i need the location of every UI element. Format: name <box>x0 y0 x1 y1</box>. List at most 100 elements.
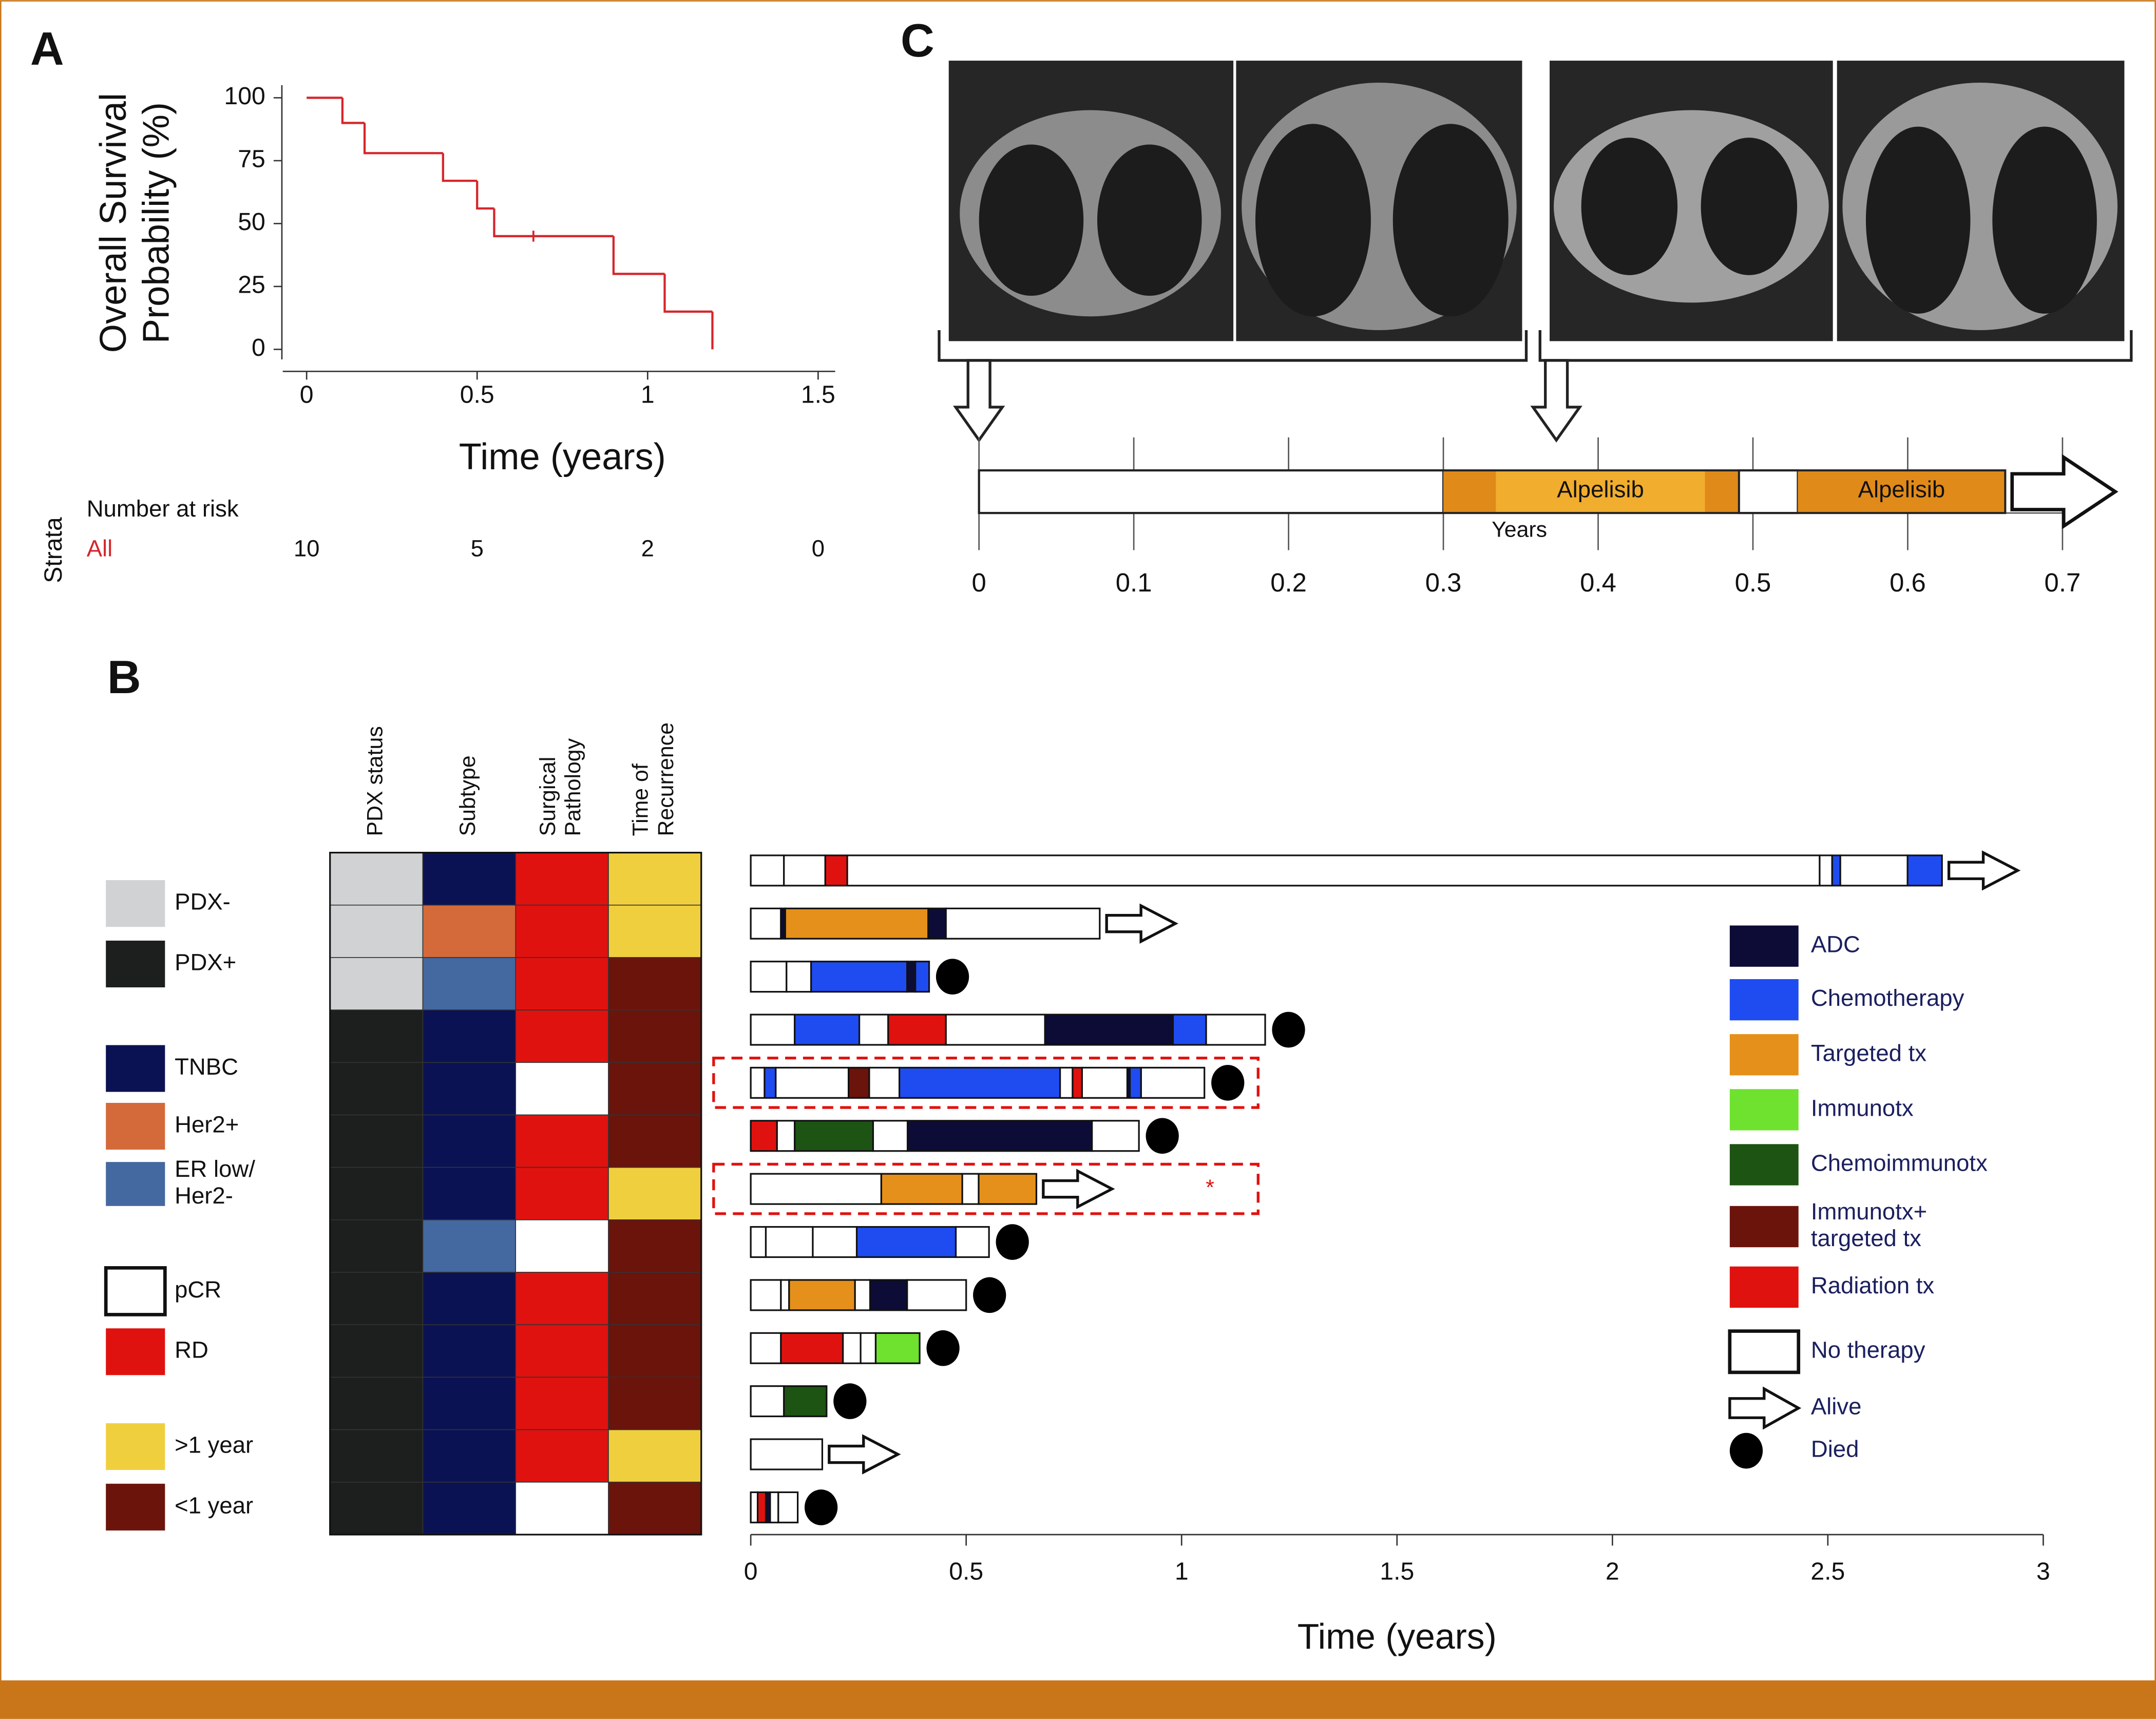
heatmap-cell <box>422 1009 517 1063</box>
outcome-alive <box>1042 1169 1115 1209</box>
y-tick-label: 50 <box>238 208 265 236</box>
heatmap-cell <box>515 1167 609 1220</box>
survival-step <box>341 98 365 124</box>
footer-band <box>0 1680 2156 1719</box>
therapy-segment <box>1044 1014 1174 1046</box>
x-tick-label: 1 <box>1175 1558 1189 1586</box>
therapy-segment <box>846 854 1821 887</box>
legend-swatch <box>106 1045 165 1092</box>
heatmap-cell <box>608 1272 702 1325</box>
therapy-segment <box>858 1014 889 1046</box>
heatmap-cell <box>329 1272 424 1325</box>
timeline-segment <box>1496 470 1705 513</box>
timeline-segment <box>1443 470 1496 513</box>
legend-swatch <box>106 1423 165 1470</box>
therapy-segment <box>750 1226 767 1258</box>
therapy-segment <box>750 1066 766 1099</box>
therapy-segment <box>765 1226 814 1258</box>
therapy-segment <box>978 1173 1038 1205</box>
heatmap-cell <box>608 1324 702 1378</box>
outcome-died <box>1146 1118 1179 1154</box>
legend-label: <1 year <box>175 1492 253 1518</box>
legend-swatch <box>1729 1089 1799 1131</box>
heatmap-cell <box>329 1481 424 1535</box>
therapy-segment <box>1205 1014 1266 1046</box>
therapy-segment <box>1129 1066 1142 1099</box>
heatmap-cell <box>329 1219 424 1273</box>
x-tick-label: 0.7 <box>2045 568 2081 597</box>
column-header: Time ofRecurrence <box>628 722 678 836</box>
legend-alive <box>1728 1386 1802 1430</box>
outcome-died <box>926 1330 960 1366</box>
therapy-segment <box>868 1066 901 1099</box>
therapy-segment <box>880 1173 963 1205</box>
therapy-segment <box>1831 854 1841 887</box>
therapy-segment <box>786 961 812 993</box>
timeline-segment <box>1705 470 1739 513</box>
y-axis-title: Overall Survival Probability (%) <box>93 93 177 353</box>
heatmap-cell <box>515 1429 609 1483</box>
therapy-segment <box>874 1332 921 1364</box>
heatmap-cell <box>608 1062 702 1116</box>
heatmap-cell <box>422 1272 517 1325</box>
heatmap-cell <box>515 852 609 906</box>
legend-swatch <box>106 1102 165 1150</box>
legend-label: ADC <box>1811 931 1860 958</box>
legend-label: ER low/Her2- <box>175 1156 255 1209</box>
outcome-died <box>973 1277 1006 1313</box>
survival-step <box>493 208 614 238</box>
heatmap-cell <box>329 1377 424 1430</box>
outcome-died <box>805 1489 838 1525</box>
legend-label: PDX- <box>175 889 231 915</box>
therapy-segment <box>906 1120 1093 1152</box>
legend-label: Immunotx+ targeted tx <box>1811 1198 1927 1251</box>
x-tick-label: 0 <box>300 380 314 408</box>
risk-title: Number at risk <box>87 495 239 522</box>
heatmap-cell <box>608 957 702 1010</box>
x-tick-label: 0 <box>972 568 986 597</box>
x-axis-title: Time (years) <box>1298 1616 1497 1656</box>
heatmap-cell <box>608 852 702 906</box>
therapy-segment <box>783 854 826 887</box>
risk-count: 2 <box>641 535 654 561</box>
y-tick-label: 0 <box>252 334 265 361</box>
therapy-segment <box>1819 854 1833 887</box>
heatmap-cell <box>422 957 517 1010</box>
legend-swatch <box>1729 1034 1799 1076</box>
x-tick-label: 0.1 <box>1116 568 1152 597</box>
therapy-segment <box>750 1332 782 1364</box>
timeline-segment <box>978 469 1445 514</box>
y-tick-label: 100 <box>224 82 265 110</box>
legend-label: RD <box>175 1337 208 1363</box>
therapy-segment <box>780 1332 844 1364</box>
ct-image <box>1992 126 2097 314</box>
heatmap-cell <box>422 1481 517 1535</box>
heatmap-cell <box>515 1062 609 1116</box>
heatmap-cell <box>608 1219 702 1273</box>
legend-label: pCR <box>175 1276 221 1303</box>
timeline-segment <box>1798 470 2006 513</box>
heatmap-cell <box>329 904 424 958</box>
therapy-segment <box>899 1066 1061 1099</box>
legend-swatch <box>106 1162 165 1206</box>
outcome-died <box>936 959 969 995</box>
therapy-segment <box>750 1491 759 1523</box>
legend-swatch <box>106 940 165 988</box>
legend-swatch <box>1729 1266 1799 1308</box>
therapy-segment <box>887 1014 947 1046</box>
heatmap-cell <box>422 1377 517 1430</box>
therapy-segment <box>842 1332 862 1364</box>
heatmap-cell <box>515 1009 609 1063</box>
x-tick-label: 3 <box>2036 1558 2050 1586</box>
risk-count: 10 <box>294 535 320 561</box>
heatmap-cell <box>608 1009 702 1063</box>
heatmap-cell <box>608 1429 702 1483</box>
x-tick-label: 1.5 <box>1380 1558 1414 1586</box>
heatmap-cell <box>515 957 609 1010</box>
x-tick-label: 2 <box>1606 1558 1619 1586</box>
ct-scans <box>938 61 2133 362</box>
therapy-segment <box>1072 1066 1083 1099</box>
x-axis-title: Years <box>1492 517 1547 542</box>
heatmap-cell <box>608 1481 702 1535</box>
outcome-alive <box>828 1434 901 1475</box>
